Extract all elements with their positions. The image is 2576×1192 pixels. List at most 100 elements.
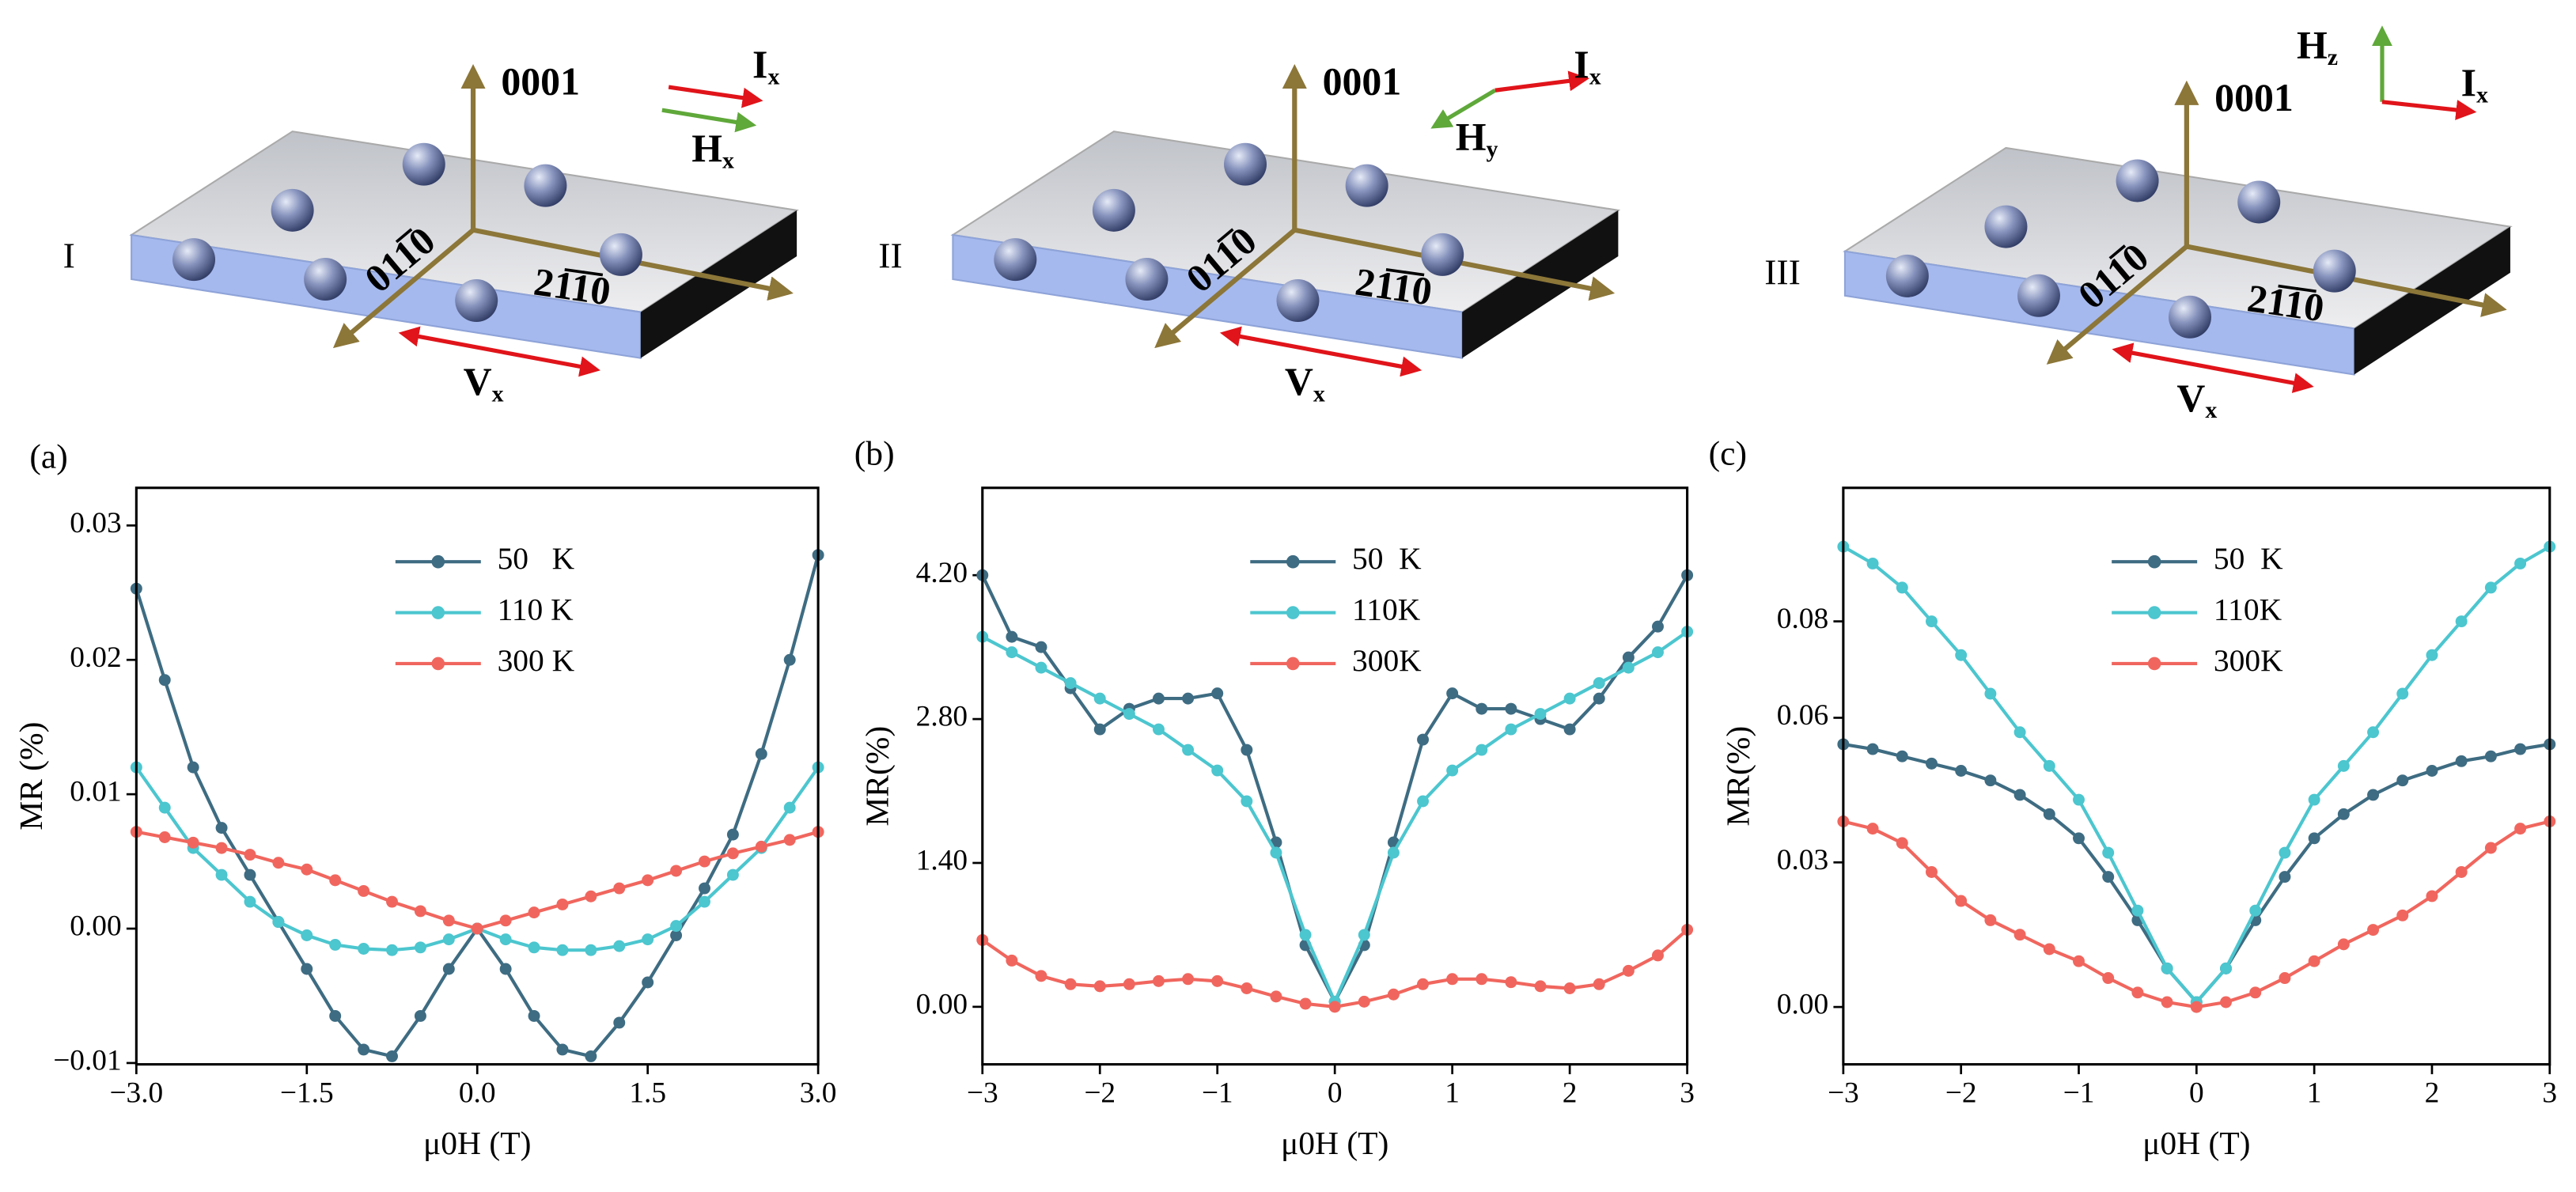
data-point <box>1955 895 1968 907</box>
x-tick-label: −1.5 <box>280 1077 334 1110</box>
x-tick-label: 2 <box>1563 1077 1578 1110</box>
data-point <box>2337 938 2350 951</box>
atom <box>994 238 1037 282</box>
series-line <box>981 630 1688 1006</box>
data-point <box>1211 974 1224 987</box>
data-point <box>158 801 171 814</box>
data-point <box>215 868 228 881</box>
data-point <box>272 916 285 929</box>
data-point <box>2073 793 2085 806</box>
data-point <box>1241 744 1253 756</box>
data-point <box>1299 929 1312 941</box>
data-point <box>1955 649 1968 661</box>
current-label: Ix <box>2461 62 2488 108</box>
data-point <box>2308 793 2320 806</box>
data-point <box>329 938 342 951</box>
data-point <box>1446 764 1459 777</box>
data-point <box>1152 723 1165 736</box>
field-label-main: H <box>691 127 722 171</box>
data-point <box>499 933 512 946</box>
data-point <box>2367 726 2380 739</box>
data-point <box>1896 581 1908 594</box>
voltage-label-main: V <box>1285 360 1313 403</box>
data-point <box>2073 832 2085 845</box>
atom <box>1421 233 1464 276</box>
voltage-label-sub: x <box>2205 397 2217 423</box>
atom <box>1125 258 1169 301</box>
data-point <box>301 929 313 941</box>
legend-label: 50 K <box>498 541 575 576</box>
data-point <box>1476 702 1488 715</box>
y-axis-label: MR (%) <box>13 722 50 831</box>
field-label-main: H <box>1456 115 1487 159</box>
data-point <box>499 963 512 975</box>
x-tick-label: 0.0 <box>459 1077 496 1110</box>
data-point <box>2308 832 2320 845</box>
data-point <box>1446 687 1459 700</box>
data-point <box>2102 871 2115 884</box>
data-point <box>2279 846 2291 859</box>
data-point <box>2455 755 2468 767</box>
data-point <box>187 836 199 849</box>
legend-label: 110K <box>1352 592 1421 627</box>
legend-marker <box>431 554 445 569</box>
data-point <box>442 933 455 946</box>
data-point <box>2367 789 2380 801</box>
data-point <box>1926 757 1938 770</box>
data-point <box>414 905 426 918</box>
data-point <box>2396 774 2409 787</box>
data-point <box>2013 726 2026 739</box>
series-line <box>981 928 1688 1008</box>
data-point <box>2043 759 2055 772</box>
data-point <box>1896 750 1908 763</box>
y-tick-label: 0.00 <box>916 988 968 1020</box>
legend-marker <box>1286 657 1300 671</box>
data-point <box>1182 692 1195 705</box>
y-tick-label: 4.20 <box>916 557 968 589</box>
data-point <box>1652 646 1664 659</box>
data-point <box>585 944 597 956</box>
legend-label: 110 K <box>498 592 574 627</box>
data-point <box>2484 581 2497 594</box>
y-tick-label: 0.08 <box>1777 603 1828 635</box>
legend-marker <box>1286 606 1300 619</box>
data-point <box>783 834 796 846</box>
data-point <box>528 906 540 919</box>
data-point <box>755 747 767 760</box>
legend-marker <box>2147 657 2161 671</box>
diagram-label: II <box>878 236 902 276</box>
data-point <box>556 944 569 956</box>
data-point <box>1622 964 1635 977</box>
voltage-label: Vx <box>1285 360 1325 407</box>
series-line <box>1843 819 2551 1009</box>
atom <box>1276 279 1320 323</box>
x-tick-label: −3.0 <box>109 1077 163 1110</box>
data-point <box>301 863 313 876</box>
current-label: Ix <box>752 44 779 90</box>
series-line <box>1842 545 2551 1005</box>
legend-marker <box>431 657 445 671</box>
current-arrow <box>668 85 763 108</box>
data-point <box>442 963 455 975</box>
voltage-label: Vx <box>464 360 504 407</box>
data-point <box>755 840 767 853</box>
current-label: Ix <box>1574 44 1601 90</box>
data-point <box>244 895 256 908</box>
data-point <box>2131 904 2144 917</box>
x-tick-label: 3 <box>1680 1077 1695 1110</box>
data-point <box>2161 996 2173 1008</box>
data-point <box>1182 973 1195 986</box>
data-point <box>1446 973 1459 986</box>
data-point <box>2455 615 2468 628</box>
data-point <box>528 1009 540 1022</box>
field-label-main: H <box>2297 24 2328 67</box>
data-point <box>613 940 626 952</box>
data-point <box>1926 865 1938 878</box>
data-point <box>1417 733 1430 746</box>
data-point <box>499 914 512 927</box>
direction-label: 21̅1̅0 <box>2245 276 2327 330</box>
data-point <box>1984 914 1997 926</box>
data-point <box>1593 677 1605 690</box>
plot-frame <box>981 486 1689 1066</box>
data-point <box>1093 980 1106 993</box>
